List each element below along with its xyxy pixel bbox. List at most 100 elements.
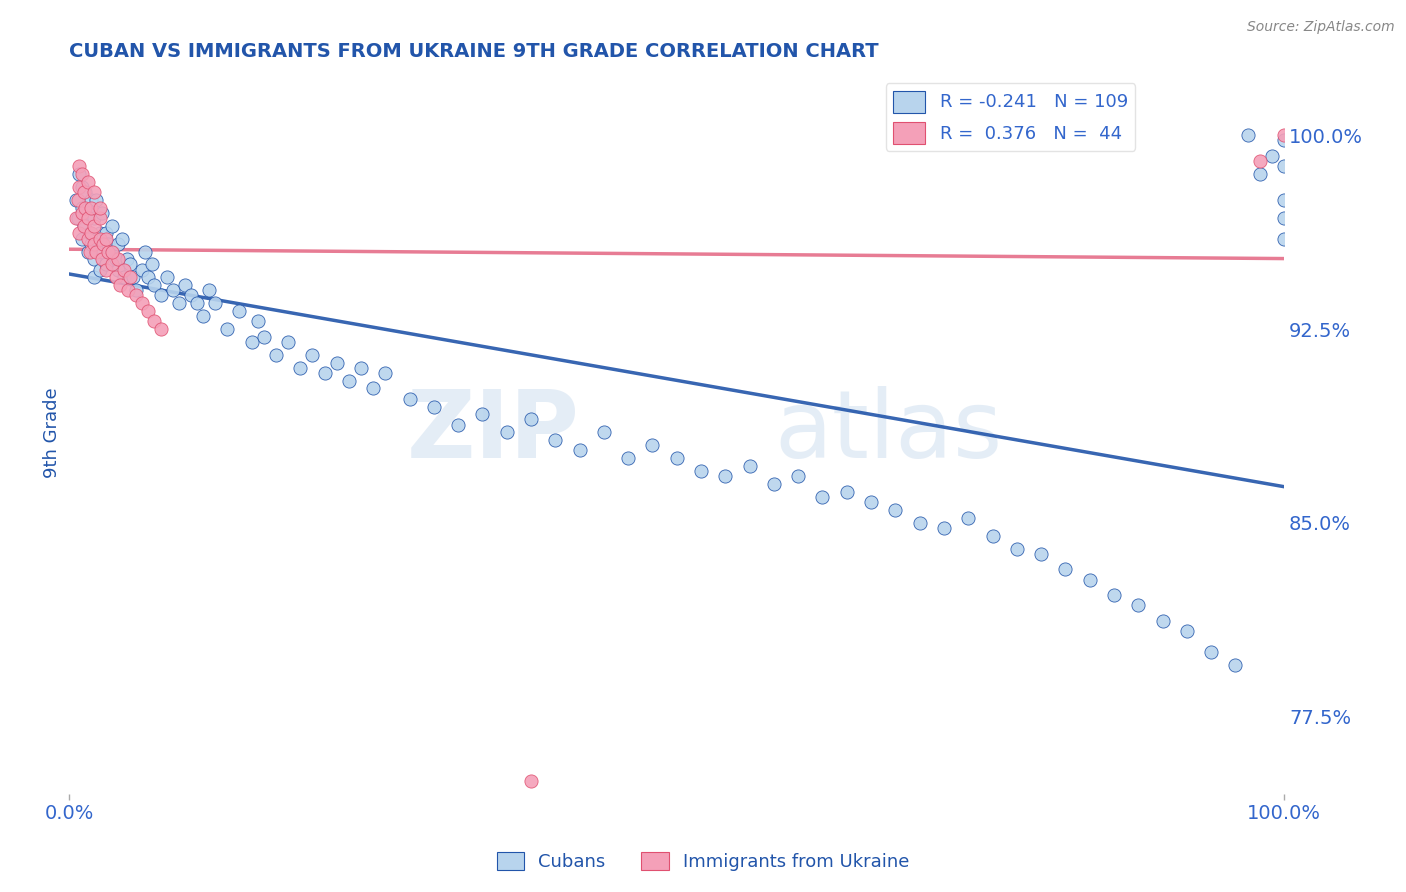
Point xyxy=(641,438,664,452)
Point xyxy=(714,469,737,483)
Point xyxy=(1249,154,1271,169)
Point xyxy=(1236,128,1258,143)
Point xyxy=(94,227,117,241)
Point xyxy=(374,366,396,380)
Point xyxy=(89,201,111,215)
Point xyxy=(495,425,517,440)
Point xyxy=(112,270,135,285)
Point xyxy=(94,257,117,271)
Point xyxy=(1128,599,1150,613)
Point xyxy=(80,193,103,207)
Point xyxy=(70,201,93,215)
Point xyxy=(84,244,107,259)
Point xyxy=(665,451,688,466)
Text: CUBAN VS IMMIGRANTS FROM UKRAINE 9TH GRADE CORRELATION CHART: CUBAN VS IMMIGRANTS FROM UKRAINE 9TH GRA… xyxy=(69,42,879,61)
Point xyxy=(107,236,129,251)
Point xyxy=(738,458,761,473)
Point xyxy=(93,244,115,259)
Point xyxy=(66,211,89,225)
Point xyxy=(240,334,263,349)
Point xyxy=(1272,231,1295,245)
Point xyxy=(277,334,299,349)
Point xyxy=(120,270,142,285)
Point xyxy=(314,366,336,380)
Point xyxy=(191,309,214,323)
Point xyxy=(121,270,143,285)
Point xyxy=(568,443,591,458)
Point xyxy=(101,244,124,259)
Point xyxy=(70,231,93,245)
Point xyxy=(84,231,107,245)
Point xyxy=(337,374,360,388)
Point xyxy=(76,211,98,225)
Text: atlas: atlas xyxy=(773,386,1002,478)
Point xyxy=(520,412,543,426)
Point xyxy=(1272,211,1295,225)
Point xyxy=(217,322,239,336)
Point xyxy=(91,252,114,267)
Point xyxy=(97,244,120,259)
Point xyxy=(1272,193,1295,207)
Point xyxy=(83,219,105,233)
Point xyxy=(173,278,195,293)
Point xyxy=(104,252,127,267)
Point xyxy=(70,180,93,194)
Point xyxy=(89,211,111,225)
Point xyxy=(325,356,347,370)
Point xyxy=(79,244,101,259)
Point xyxy=(131,262,153,277)
Point xyxy=(89,262,111,277)
Point xyxy=(134,244,156,259)
Point xyxy=(107,252,129,267)
Point xyxy=(89,227,111,241)
Point xyxy=(101,257,124,271)
Text: Source: ZipAtlas.com: Source: ZipAtlas.com xyxy=(1247,20,1395,34)
Point xyxy=(884,503,907,517)
Point xyxy=(83,211,105,225)
Point xyxy=(65,193,87,207)
Point xyxy=(115,252,138,267)
Legend: Cubans, Immigrants from Ukraine: Cubans, Immigrants from Ukraine xyxy=(489,845,917,879)
Point xyxy=(120,257,142,271)
Point xyxy=(112,262,135,277)
Point xyxy=(1261,149,1284,163)
Point xyxy=(228,304,250,318)
Point xyxy=(149,288,172,302)
Point xyxy=(111,231,134,245)
Point xyxy=(447,417,470,432)
Point xyxy=(73,219,96,233)
Point xyxy=(67,167,90,181)
Point xyxy=(76,244,98,259)
Point xyxy=(93,236,115,251)
Point xyxy=(1152,614,1174,628)
Point xyxy=(131,296,153,310)
Point xyxy=(79,227,101,241)
Point xyxy=(80,236,103,251)
Point xyxy=(1102,588,1125,602)
Point xyxy=(1272,133,1295,147)
Point xyxy=(290,360,312,375)
Point xyxy=(94,231,117,245)
Point xyxy=(76,231,98,245)
Point xyxy=(75,185,97,199)
Point xyxy=(75,201,97,215)
Point xyxy=(592,425,614,440)
Point xyxy=(76,206,98,220)
Point xyxy=(101,244,124,259)
Point xyxy=(149,322,172,336)
Point xyxy=(141,257,163,271)
Legend: R = -0.241   N = 109, R =  0.376   N =  44: R = -0.241 N = 109, R = 0.376 N = 44 xyxy=(886,83,1135,151)
Point xyxy=(471,407,494,421)
Point xyxy=(104,270,127,285)
Point xyxy=(1272,128,1295,143)
Point xyxy=(180,288,202,302)
Point xyxy=(94,262,117,277)
Point xyxy=(125,288,148,302)
Point xyxy=(80,201,103,215)
Point xyxy=(110,278,132,293)
Point xyxy=(89,231,111,245)
Point xyxy=(264,348,287,362)
Point xyxy=(125,283,148,297)
Text: ZIP: ZIP xyxy=(406,386,579,478)
Point xyxy=(143,278,166,293)
